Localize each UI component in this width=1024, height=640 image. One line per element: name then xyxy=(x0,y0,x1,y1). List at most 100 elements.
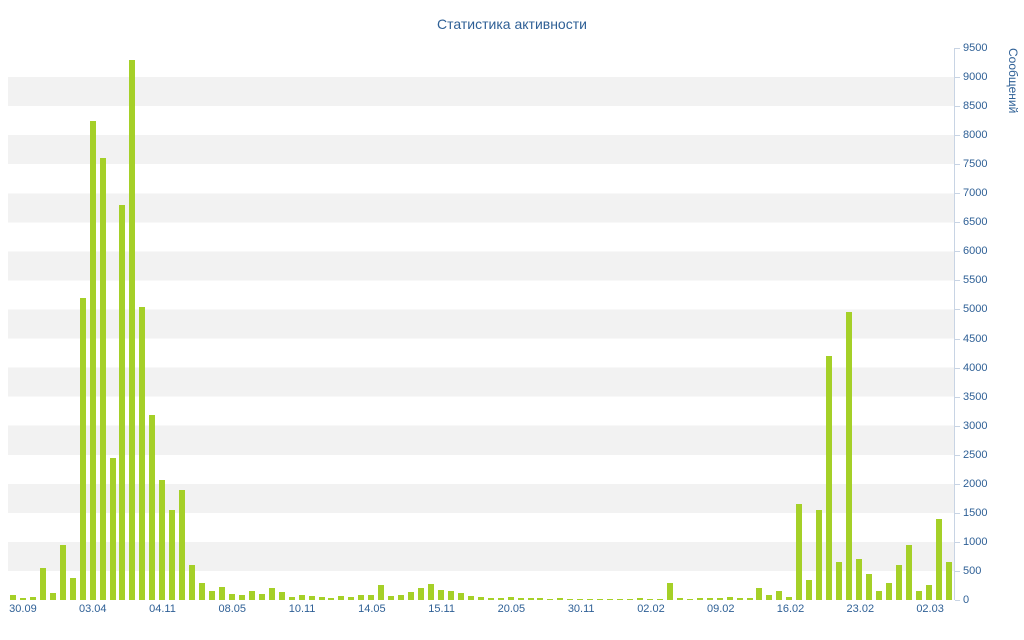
bar[interactable] xyxy=(238,595,245,600)
bar[interactable] xyxy=(865,573,872,600)
bar[interactable] xyxy=(179,489,186,600)
bar[interactable] xyxy=(905,544,912,600)
bar[interactable] xyxy=(806,579,813,600)
bar[interactable] xyxy=(218,586,225,600)
bar[interactable] xyxy=(248,591,255,600)
bar[interactable] xyxy=(497,598,504,600)
bar[interactable] xyxy=(816,509,823,600)
bar[interactable] xyxy=(587,598,594,600)
bar[interactable] xyxy=(826,355,833,600)
bar[interactable] xyxy=(159,480,166,600)
bar[interactable] xyxy=(199,582,206,600)
bar[interactable] xyxy=(378,585,385,600)
bar[interactable] xyxy=(298,594,305,600)
bar[interactable] xyxy=(676,597,683,600)
bar[interactable] xyxy=(129,59,136,600)
bar[interactable] xyxy=(308,595,315,600)
bar[interactable] xyxy=(537,598,544,600)
bar[interactable] xyxy=(258,594,265,600)
bar[interactable] xyxy=(945,562,952,600)
bar[interactable] xyxy=(617,598,624,600)
bar[interactable] xyxy=(517,597,524,600)
bar[interactable] xyxy=(756,588,763,600)
bar[interactable] xyxy=(39,568,46,600)
bar[interactable] xyxy=(746,598,753,600)
bar[interactable] xyxy=(577,598,584,600)
bar[interactable] xyxy=(79,297,86,600)
bar[interactable] xyxy=(447,590,454,600)
bar[interactable] xyxy=(119,204,126,600)
bar[interactable] xyxy=(29,596,36,600)
bar[interactable] xyxy=(935,518,942,600)
bar[interactable] xyxy=(925,585,932,600)
bar[interactable] xyxy=(696,598,703,600)
bar[interactable] xyxy=(398,594,405,600)
bar[interactable] xyxy=(358,594,365,600)
bar[interactable] xyxy=(716,598,723,600)
y-tick-label: 3500 xyxy=(963,390,988,403)
bar[interactable] xyxy=(9,595,16,600)
bar[interactable] xyxy=(139,306,146,600)
bar[interactable] xyxy=(109,457,116,600)
bar[interactable] xyxy=(915,591,922,600)
bar-slot xyxy=(127,48,137,600)
bar[interactable] xyxy=(388,595,395,600)
bar[interactable] xyxy=(597,598,604,600)
bar[interactable] xyxy=(796,504,803,600)
bar[interactable] xyxy=(368,595,375,600)
bar[interactable] xyxy=(328,597,335,600)
bar[interactable] xyxy=(318,597,325,600)
bar[interactable] xyxy=(567,598,574,600)
bar[interactable] xyxy=(288,596,295,600)
bar[interactable] xyxy=(776,591,783,600)
bar[interactable] xyxy=(766,594,773,600)
bar[interactable] xyxy=(855,559,862,600)
bar[interactable] xyxy=(895,565,902,600)
bar[interactable] xyxy=(418,588,425,600)
bar[interactable] xyxy=(99,158,106,600)
bar[interactable] xyxy=(189,565,196,600)
bar[interactable] xyxy=(19,598,26,600)
bar[interactable] xyxy=(786,596,793,600)
bar[interactable] xyxy=(726,596,733,600)
bar[interactable] xyxy=(875,591,882,600)
bar[interactable] xyxy=(428,583,434,600)
bar[interactable] xyxy=(885,582,892,600)
bar[interactable] xyxy=(477,597,484,600)
bar[interactable] xyxy=(408,591,415,600)
bar[interactable] xyxy=(646,598,653,600)
bar[interactable] xyxy=(437,589,444,600)
bar[interactable] xyxy=(547,598,554,600)
bar-slot xyxy=(346,48,356,600)
bar[interactable] xyxy=(666,582,673,600)
bar[interactable] xyxy=(637,598,644,600)
y-tick-label: 8000 xyxy=(963,129,988,142)
bar[interactable] xyxy=(209,590,216,600)
bar[interactable] xyxy=(846,312,853,600)
bar[interactable] xyxy=(706,598,713,600)
bar[interactable] xyxy=(278,592,285,600)
bar[interactable] xyxy=(59,544,66,600)
bar[interactable] xyxy=(169,509,176,600)
bar[interactable] xyxy=(89,120,96,600)
bar[interactable] xyxy=(49,593,56,600)
bar[interactable] xyxy=(348,596,355,600)
bar[interactable] xyxy=(467,595,474,600)
bar[interactable] xyxy=(557,598,564,600)
bar[interactable] xyxy=(527,598,534,600)
bar[interactable] xyxy=(149,415,156,600)
bar[interactable] xyxy=(507,596,514,600)
bar[interactable] xyxy=(338,595,345,600)
bar[interactable] xyxy=(656,598,663,600)
bar[interactable] xyxy=(607,598,614,600)
bar[interactable] xyxy=(627,598,634,600)
bar[interactable] xyxy=(736,597,743,600)
bar[interactable] xyxy=(457,593,464,600)
bar[interactable] xyxy=(836,562,843,600)
y-tick-label: 2000 xyxy=(963,477,988,490)
bar[interactable] xyxy=(69,577,76,600)
bar[interactable] xyxy=(686,598,693,600)
bar[interactable] xyxy=(268,588,275,600)
bar[interactable] xyxy=(487,597,494,600)
bar[interactable] xyxy=(228,593,235,600)
